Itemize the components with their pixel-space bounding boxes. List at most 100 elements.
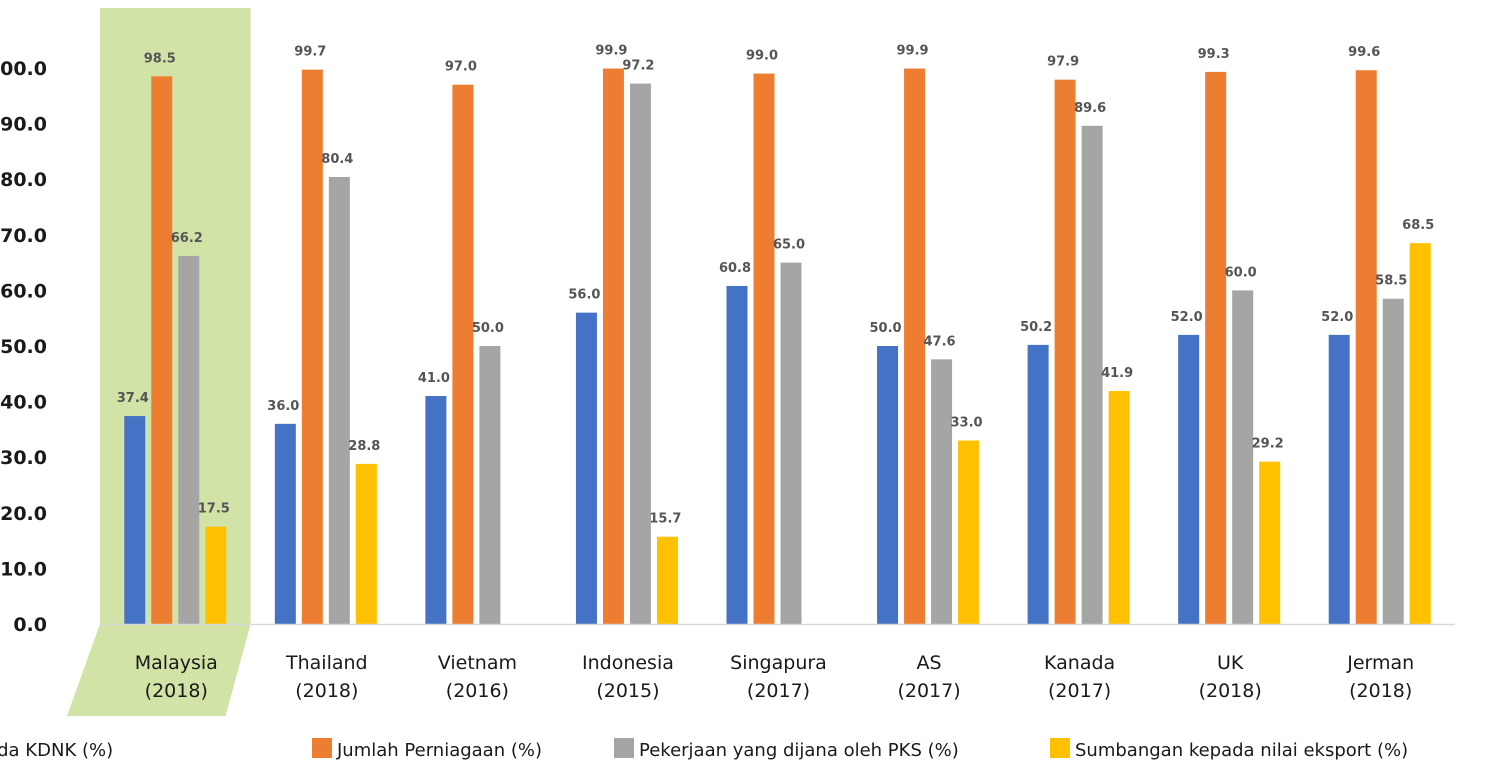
legend-swatch xyxy=(312,738,332,758)
data-label: 36.0 xyxy=(267,399,299,414)
bar xyxy=(274,423,296,624)
bar xyxy=(178,255,200,625)
bar xyxy=(1328,334,1350,624)
data-label: 50.0 xyxy=(870,321,902,336)
bar xyxy=(1054,79,1076,624)
y-tick-label: 80.0 xyxy=(0,169,47,191)
x-tick-label-year: (2018) xyxy=(145,680,208,702)
x-tick-label-year: (2015) xyxy=(596,680,659,702)
data-label: 41.9 xyxy=(1101,366,1133,381)
x-tick-label: Vietnam xyxy=(438,652,517,674)
data-label: 58.5 xyxy=(1375,274,1407,289)
x-tick-label: Jerman xyxy=(1346,652,1414,674)
x-tick-label-year: (2017) xyxy=(897,680,960,702)
bar xyxy=(1409,243,1431,624)
bar xyxy=(301,69,323,625)
bar xyxy=(205,526,227,624)
y-tick-label: 50.0 xyxy=(0,336,47,358)
data-label: 33.0 xyxy=(951,416,983,431)
data-label: 68.5 xyxy=(1402,218,1434,233)
legend-item: Jumlah Perniagaan (%) xyxy=(312,738,542,761)
bar xyxy=(904,68,926,624)
data-label: 56.0 xyxy=(568,288,600,303)
data-label: 97.0 xyxy=(445,60,477,75)
bar xyxy=(602,68,624,624)
data-label: 47.6 xyxy=(924,334,956,349)
data-label: 29.2 xyxy=(1252,437,1284,452)
y-tick-label: 100.0 xyxy=(0,58,47,80)
y-tick-label: 0.0 xyxy=(13,614,47,636)
bar xyxy=(355,463,377,624)
bar xyxy=(1178,334,1200,624)
data-label: 99.3 xyxy=(1198,47,1230,62)
data-label: 89.6 xyxy=(1074,101,1106,116)
data-label: 50.0 xyxy=(472,321,504,336)
data-label: 17.5 xyxy=(198,502,230,517)
bars xyxy=(124,68,1431,625)
bar xyxy=(151,76,173,625)
data-label: 65.0 xyxy=(773,238,805,253)
bar xyxy=(452,84,474,625)
x-tick-label-year: (2017) xyxy=(1048,680,1111,702)
y-tick-label: 10.0 xyxy=(0,558,47,580)
data-label: 66.2 xyxy=(171,231,203,246)
bar xyxy=(1027,344,1049,624)
bar xyxy=(575,312,597,624)
data-label: 37.4 xyxy=(117,391,149,406)
bar xyxy=(479,346,501,624)
y-tick-label: 70.0 xyxy=(0,225,47,247)
bar xyxy=(1205,71,1227,625)
legend-item: Sumbangan kepada nilai eksport (%) xyxy=(1050,738,1408,761)
legend-label: Pekerjaan yang dijana oleh PKS (%) xyxy=(639,740,959,761)
x-tick-label-year: (2017) xyxy=(747,680,810,702)
bar xyxy=(1382,298,1404,624)
legend: Sumbangan kepada KDNK (%) Jumlah Perniaga… xyxy=(0,738,1408,761)
bar xyxy=(726,285,748,624)
bar xyxy=(328,176,350,624)
data-label: 99.6 xyxy=(1348,45,1380,60)
y-tick-label: 40.0 xyxy=(0,392,47,414)
bar xyxy=(1355,70,1377,624)
y-tick-label: 20.0 xyxy=(0,503,47,525)
bar xyxy=(958,440,980,624)
y-tick-label: 30.0 xyxy=(0,447,47,469)
data-label: 60.0 xyxy=(1225,265,1257,280)
bar xyxy=(780,262,802,624)
legend-label: Sumbangan kepada KDNK (%) xyxy=(0,740,113,761)
data-label: 52.0 xyxy=(1321,310,1353,325)
bar xyxy=(931,359,953,624)
legend-label: Sumbangan kepada nilai eksport (%) xyxy=(1075,740,1408,761)
x-tick-label: Malaysia xyxy=(135,652,218,674)
data-label: 98.5 xyxy=(144,51,176,66)
data-label: 97.2 xyxy=(622,59,654,74)
bar xyxy=(1081,125,1103,624)
bar xyxy=(753,73,775,624)
data-label: 28.8 xyxy=(348,439,380,454)
bar xyxy=(124,416,146,624)
x-tick-label: Kanada xyxy=(1044,652,1115,674)
highlight-label-band xyxy=(67,624,251,716)
x-tick-label: UK xyxy=(1217,652,1244,674)
data-label: 97.9 xyxy=(1047,55,1079,70)
data-label: 52.0 xyxy=(1171,310,1203,325)
bar xyxy=(1232,290,1254,624)
x-tick-label: Indonesia xyxy=(582,652,674,674)
x-tick-label: AS xyxy=(917,652,942,674)
data-label: 50.2 xyxy=(1020,320,1052,335)
y-tick-label: 60.0 xyxy=(0,280,47,302)
x-tick-label-year: (2016) xyxy=(446,680,509,702)
x-tick-label-year: (2018) xyxy=(1349,680,1412,702)
bar xyxy=(425,396,447,624)
data-labels: 37.4 98.5 66.2 17.5 36.0 99.7 80.4 28.8 41.0 97.0… xyxy=(117,44,1435,527)
bar xyxy=(656,536,678,624)
x-tick-label-year: (2018) xyxy=(295,680,358,702)
data-label: 41.0 xyxy=(418,371,450,386)
bar xyxy=(629,83,651,625)
legend-label: Jumlah Perniagaan (%) xyxy=(336,740,542,761)
y-axis: 0.0 10.0 20.0 30.0 40.0 50.0 60.0 70.0 80.0 90.0 1… xyxy=(0,58,47,636)
data-label: 99.0 xyxy=(746,49,778,64)
data-label: 80.4 xyxy=(321,152,353,167)
bar xyxy=(1259,461,1281,624)
data-label: 99.9 xyxy=(595,44,627,59)
